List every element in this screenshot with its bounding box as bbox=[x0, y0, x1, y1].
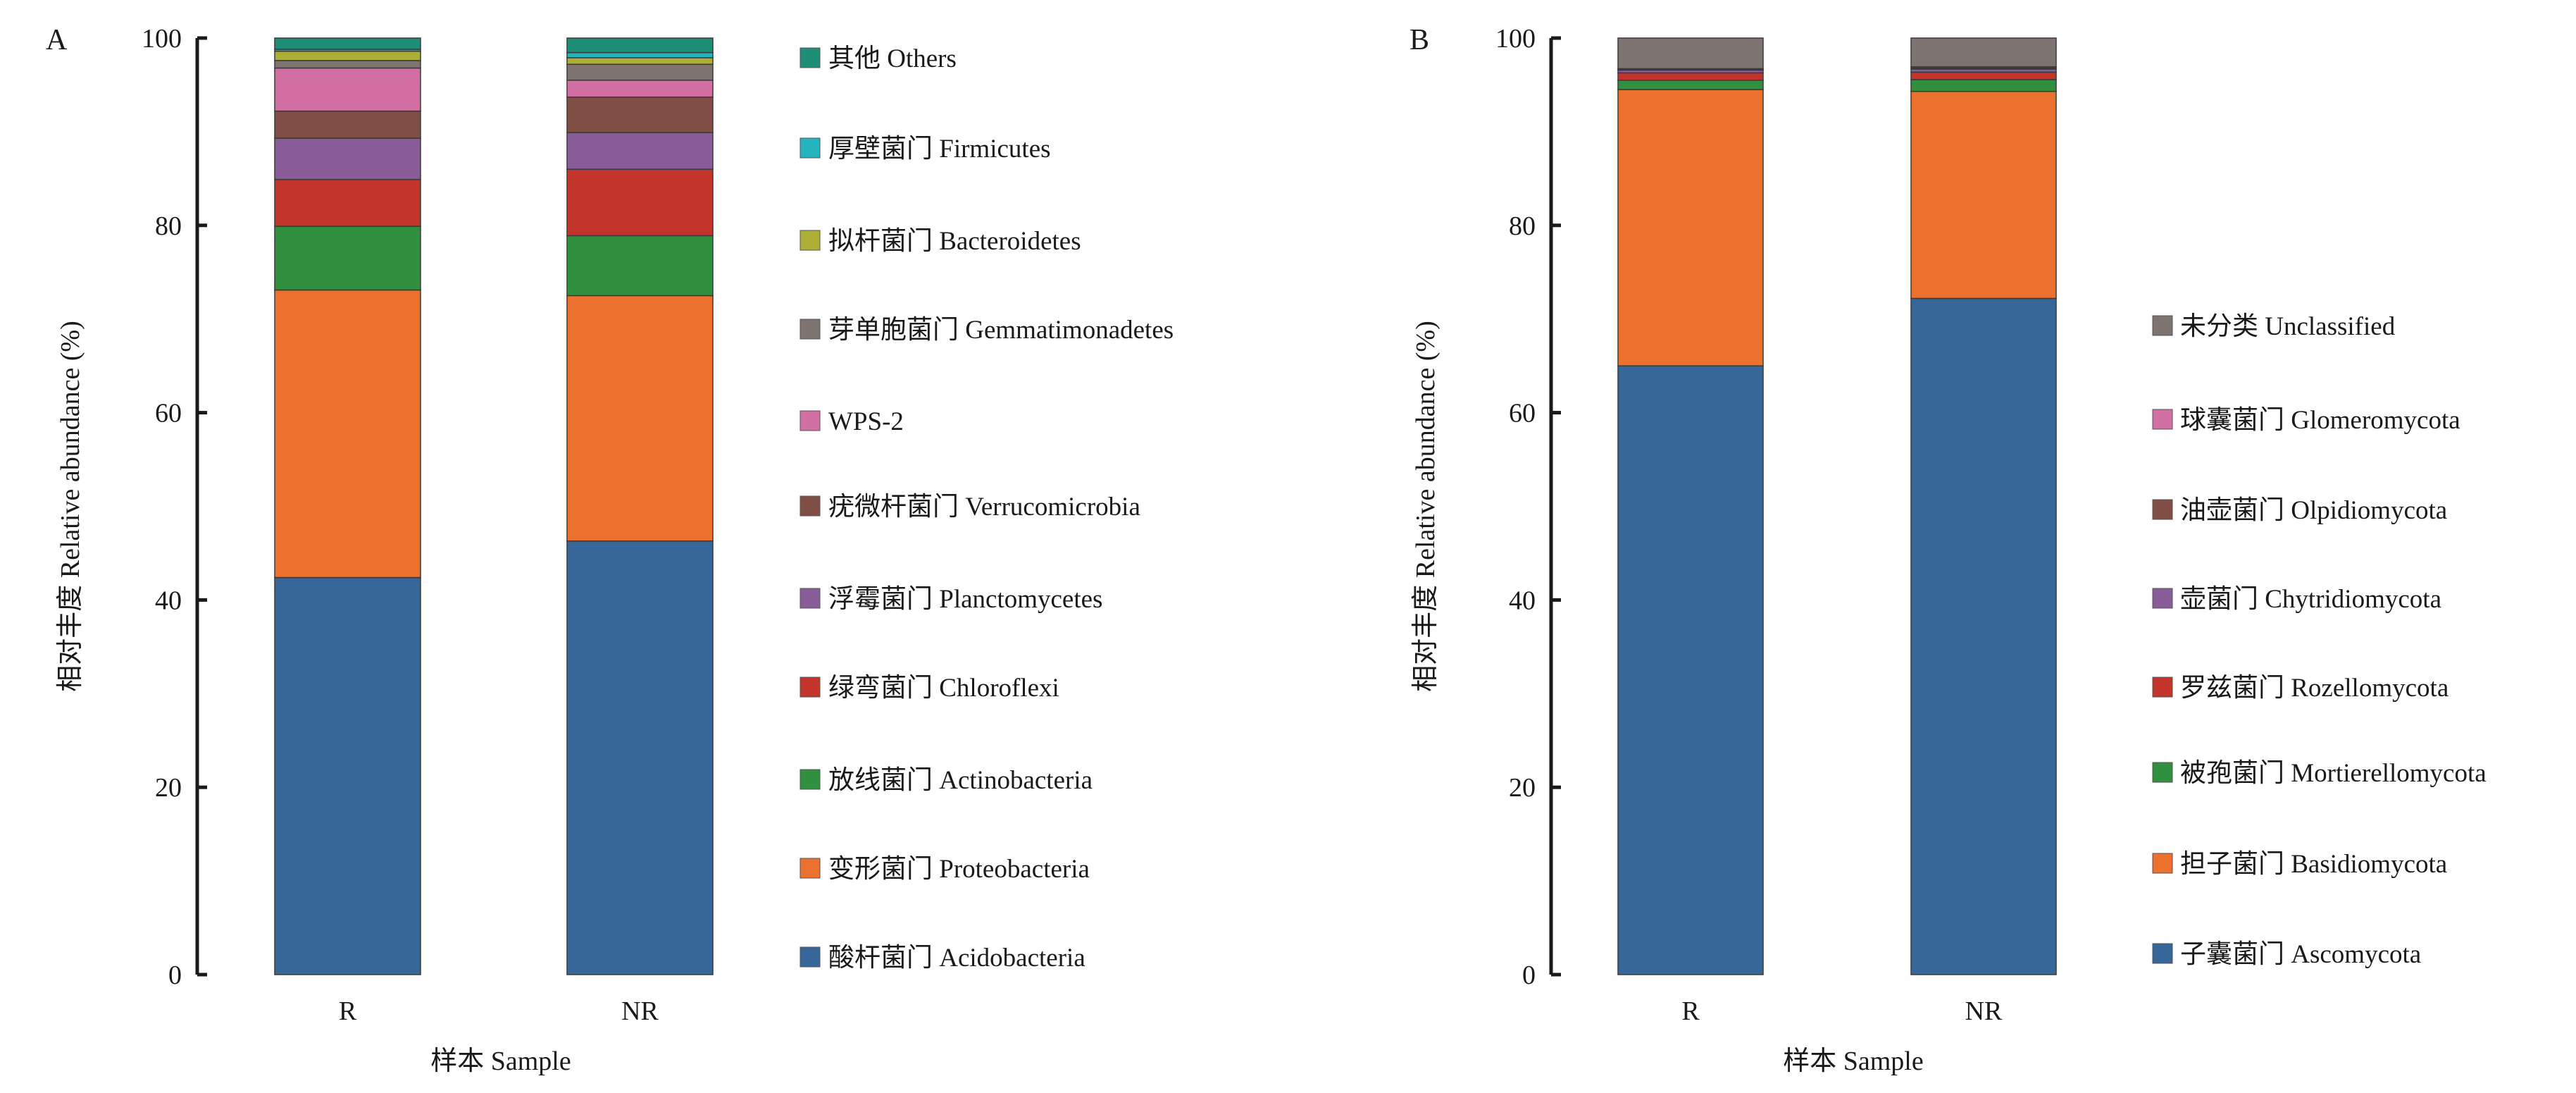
y-tick-label: 40 bbox=[1509, 586, 1536, 615]
bar-segment-r-0 bbox=[1617, 365, 1764, 975]
bar-segment-r-7 bbox=[274, 60, 421, 69]
legend-swatch bbox=[799, 588, 821, 609]
legend-label: 壶菌门 Chytridiomycota bbox=[2180, 584, 2441, 614]
legend-label: 罗兹菌门 Rozellomycota bbox=[2180, 673, 2449, 703]
legend-label: 担子菌门 Basidiomycota bbox=[2180, 849, 2447, 879]
x-axis-title: 样本 Sample bbox=[1783, 1046, 1923, 1076]
panel-label: B bbox=[1410, 24, 1429, 56]
legend-label: 疣微杆菌门 Verrucomicrobia bbox=[828, 492, 1140, 521]
bar-segment-nr-3 bbox=[566, 168, 714, 237]
legend-label: 拟杆菌门 Bacteroidetes bbox=[828, 226, 1081, 256]
legend-label: 油壶菌门 Olpidiomycota bbox=[2180, 495, 2447, 525]
legend-swatch bbox=[799, 677, 821, 698]
legend-label: 被孢菌门 Mortierellomycota bbox=[2180, 758, 2487, 788]
y-tick-label: 0 bbox=[168, 961, 182, 990]
y-tick-label: 40 bbox=[155, 586, 182, 615]
legend-label: 其他 Others bbox=[828, 44, 957, 73]
bar-segment-nr-1 bbox=[1910, 91, 2057, 300]
bar-segment-nr-3 bbox=[1910, 71, 2057, 80]
legend-label: 未分类 Unclassified bbox=[2180, 312, 2396, 341]
bar-segment-r-3 bbox=[1617, 72, 1764, 81]
legend-swatch bbox=[2152, 853, 2173, 874]
panel-label: A bbox=[46, 24, 68, 56]
bar-segment-nr-10 bbox=[566, 37, 714, 54]
legend-label: 浮霉菌门 Planctomycetes bbox=[828, 584, 1102, 614]
legend-label: 芽单胞菌门 Gemmatimonadetes bbox=[828, 315, 1174, 345]
legend-swatch bbox=[799, 495, 821, 517]
x-tick-label: NR bbox=[1965, 996, 2003, 1026]
legend-label: 子囊菌门 Ascomycota bbox=[2180, 939, 2421, 969]
y-tick-label: 100 bbox=[1495, 24, 1536, 54]
bar-segment-nr-0 bbox=[566, 540, 714, 975]
legend-swatch bbox=[799, 769, 821, 790]
y-tick-label: 0 bbox=[1522, 961, 1536, 990]
bar-segment-r-2 bbox=[274, 226, 421, 291]
legend-label: 球囊菌门 Glomeromycota bbox=[2180, 405, 2460, 435]
legend-swatch bbox=[2152, 588, 2173, 609]
legend-swatch bbox=[2152, 943, 2173, 964]
y-tick-label: 80 bbox=[155, 211, 182, 241]
panel-b: B 0 20 40 60 80 100 相对丰度 Relative abundance (%)… bbox=[1410, 24, 2487, 1076]
legend-swatch bbox=[799, 137, 821, 159]
legend-swatch bbox=[799, 858, 821, 879]
y-axis-title: 相对丰度 Relative abundance (%) bbox=[56, 321, 85, 692]
bar-segment-nr-0 bbox=[1910, 297, 2057, 975]
y-tick-label: 20 bbox=[155, 773, 182, 803]
bar-segment-r-6 bbox=[274, 67, 421, 112]
legend-swatch bbox=[2152, 677, 2173, 698]
bar-segment-nr-7 bbox=[566, 63, 714, 81]
y-tick-label: 100 bbox=[142, 24, 182, 54]
legend-swatch bbox=[2152, 762, 2173, 783]
legend-swatch bbox=[799, 946, 821, 968]
bar-segment-r-5 bbox=[274, 110, 421, 139]
x-tick-label: NR bbox=[621, 996, 659, 1026]
bar-segment-r-1 bbox=[274, 289, 421, 579]
legend-swatch bbox=[799, 47, 821, 68]
bar-segment-nr-7 bbox=[1910, 37, 2057, 68]
x-tick-label: R bbox=[1681, 996, 1700, 1026]
bar-segment-nr-4 bbox=[566, 132, 714, 170]
y-axis-title: 相对丰度 Relative abundance (%) bbox=[1411, 321, 1441, 692]
bar-segment-r-1 bbox=[1617, 89, 1764, 366]
legend-swatch bbox=[2152, 409, 2173, 430]
bar-segment-r-7 bbox=[1617, 37, 1764, 70]
bar-segment-r-2 bbox=[1617, 80, 1764, 90]
x-axis-title: 样本 Sample bbox=[430, 1046, 571, 1076]
legend-label: WPS-2 bbox=[828, 407, 904, 436]
y-tick-label: 60 bbox=[1509, 399, 1536, 428]
legend-swatch bbox=[799, 410, 821, 431]
bar-segment-nr-2 bbox=[566, 235, 714, 297]
bar-segment-r-4 bbox=[274, 137, 421, 180]
legend-label: 绿弯菌门 Chloroflexi bbox=[828, 673, 1059, 703]
legend-label: 酸杆菌门 Acidobacteria bbox=[828, 943, 1085, 972]
bar-segment-r-8 bbox=[274, 50, 421, 61]
bar-segment-nr-8 bbox=[566, 57, 714, 65]
bar-segment-nr-2 bbox=[1910, 79, 2057, 92]
panel-a: A 0 20 40 60 80 100 相对丰度 Relative abundance (%)… bbox=[46, 24, 1174, 1076]
x-tick-label: R bbox=[339, 996, 357, 1026]
y-tick-label: 60 bbox=[155, 399, 182, 428]
bar-segment-r-0 bbox=[274, 576, 421, 975]
legend-swatch bbox=[799, 230, 821, 251]
legend-label: 厚壁菌门 Firmicutes bbox=[828, 134, 1051, 163]
legend-label: 放线菌门 Actinobacteria bbox=[828, 765, 1093, 795]
bar-segment-r-3 bbox=[274, 178, 421, 227]
bar-segment-nr-6 bbox=[566, 80, 714, 98]
y-tick-label: 80 bbox=[1509, 211, 1536, 241]
legend-swatch bbox=[2152, 315, 2173, 336]
legend-swatch bbox=[2152, 499, 2173, 520]
bar-segment-nr-9 bbox=[566, 51, 714, 58]
y-tick-label: 20 bbox=[1509, 773, 1536, 803]
bar-segment-nr-1 bbox=[566, 295, 714, 542]
legend-swatch bbox=[799, 319, 821, 340]
legend-label: 变形菌门 Proteobacteria bbox=[828, 854, 1090, 884]
bar-segment-nr-5 bbox=[566, 96, 714, 133]
bar-segment-r-10 bbox=[274, 37, 421, 50]
